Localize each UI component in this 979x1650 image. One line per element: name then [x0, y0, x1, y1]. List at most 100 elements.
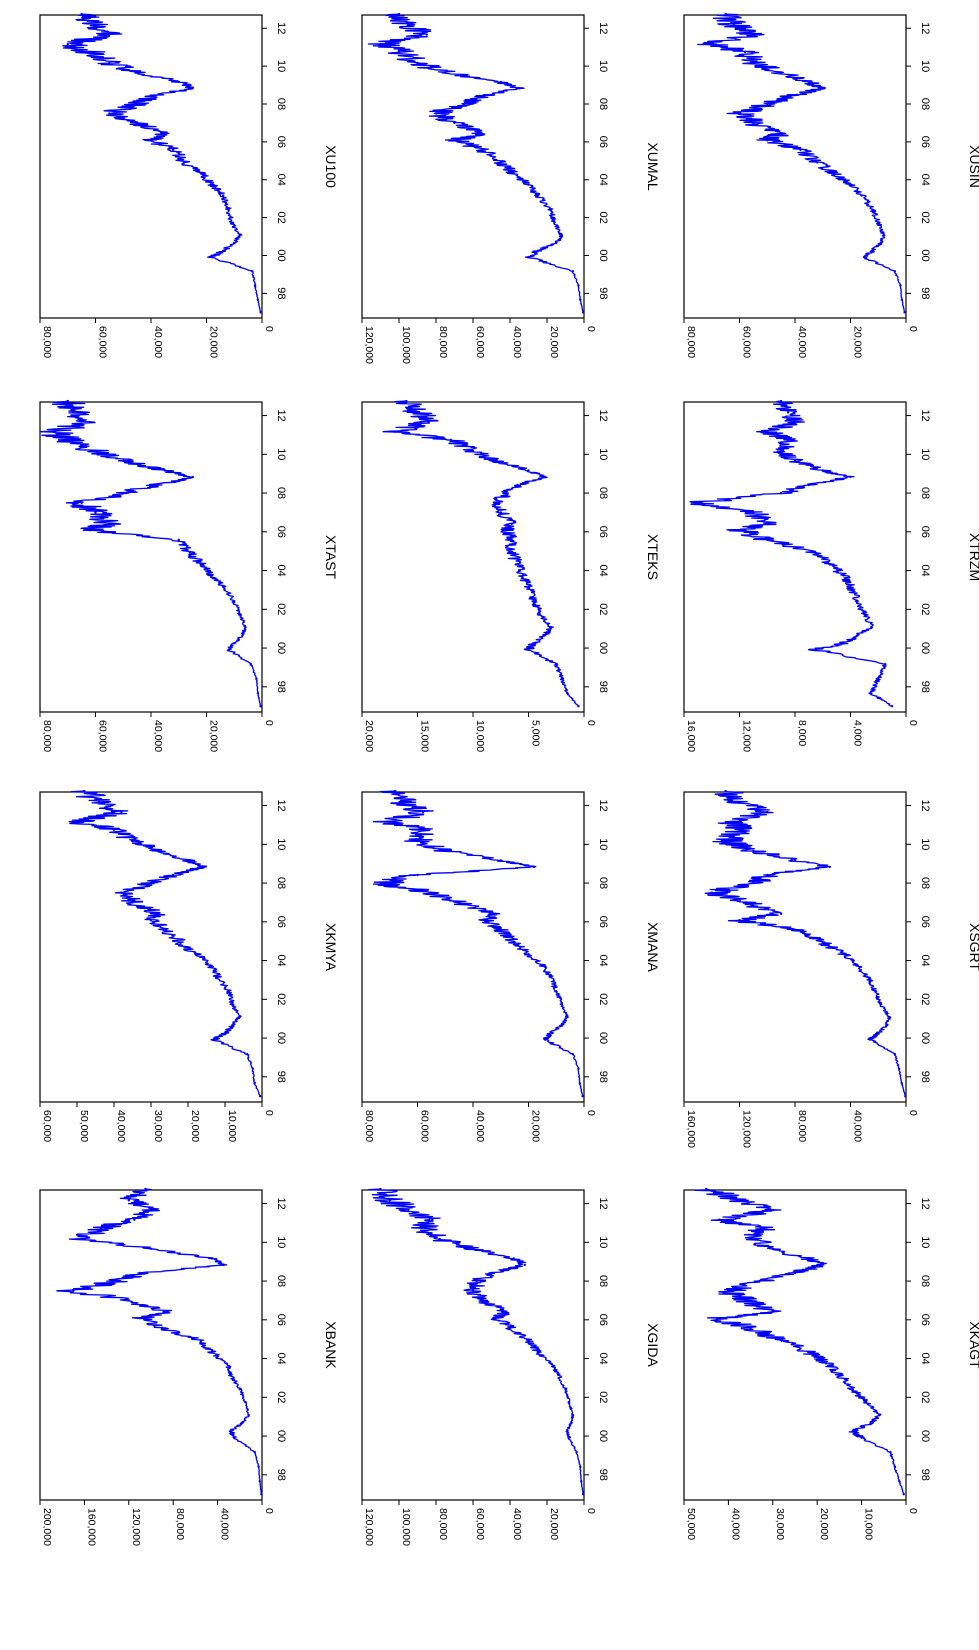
y-tick-label: 200,000 [41, 1508, 53, 1546]
series-line-xumal [367, 13, 584, 313]
data-point [88, 420, 92, 424]
data-point [434, 112, 438, 115]
data-point [388, 820, 391, 823]
y-tick-label: 20,000 [818, 1508, 830, 1540]
series-line-xtast [39, 400, 262, 707]
data-point [799, 148, 802, 151]
data-point [710, 891, 713, 894]
data-point [779, 399, 783, 403]
data-point [724, 12, 727, 16]
x-tick-label: 04 [919, 564, 931, 576]
x-tick-label: 04 [275, 174, 287, 186]
data-point [779, 132, 783, 136]
x-tick-label: 00 [275, 642, 287, 654]
data-point [878, 1413, 881, 1417]
data-point [523, 1263, 526, 1267]
x-tick-label: 02 [597, 1391, 609, 1403]
chart-title: XGIDA [645, 1323, 661, 1367]
data-point [505, 491, 508, 495]
data-point [718, 1316, 721, 1320]
chart-xbank: XBANK 98 00 02 04 06 08 10 12 0 40,000 80,000 120,00… [39, 1187, 339, 1546]
data-point [779, 71, 783, 74]
y-tick-label: 0 [585, 1110, 597, 1116]
data-point [856, 964, 859, 967]
data-point [80, 501, 83, 504]
x-tick-label: 10 [919, 1236, 931, 1248]
data-point [571, 270, 575, 273]
data-point [793, 459, 797, 462]
data-point [133, 1218, 136, 1221]
data-point [397, 12, 401, 16]
data-point [172, 148, 175, 151]
x-tick-label: 00 [919, 1430, 931, 1442]
data-point [581, 1094, 584, 1098]
data-point [251, 1067, 254, 1070]
data-point [527, 648, 530, 651]
data-point [516, 562, 519, 566]
data-point [449, 438, 452, 441]
data-point [851, 1388, 854, 1391]
data-point [210, 183, 214, 186]
data-point [163, 469, 167, 472]
data-point [120, 891, 123, 894]
data-point [738, 828, 741, 831]
data-point [238, 1388, 241, 1391]
data-point [416, 873, 419, 877]
data-point [771, 1208, 774, 1212]
data-point [870, 692, 873, 695]
data-point [183, 161, 186, 164]
data-point [807, 1257, 810, 1260]
y-tick-label: 40,000 [852, 1110, 864, 1142]
data-point [527, 952, 530, 956]
data-point [518, 87, 521, 90]
data-point [899, 284, 902, 287]
data-point [705, 1187, 708, 1191]
y-tick-label: 16,000 [685, 720, 697, 752]
data-point [842, 574, 845, 577]
data-point [580, 1480, 583, 1483]
data-point [427, 420, 430, 424]
data-point [864, 1400, 868, 1404]
data-point [888, 1015, 891, 1019]
x-tick-label: 10 [919, 838, 931, 850]
y-tick-label: 30,000 [152, 1110, 164, 1142]
x-tick-label: 08 [919, 487, 931, 499]
data-point [889, 1451, 892, 1454]
data-point [532, 642, 536, 645]
chart-xkmya: XKMYA 98 00 02 04 06 08 10 12 0 10,000 20,000 30,000… [39, 789, 339, 1142]
data-point [108, 33, 111, 36]
x-tick-label: 08 [919, 877, 931, 889]
data-point [752, 61, 755, 65]
data-point [88, 50, 92, 54]
chart-title: XU100 [323, 145, 339, 188]
data-point [155, 483, 158, 487]
data-point [379, 1187, 382, 1191]
data-point [779, 449, 783, 453]
data-point [221, 1263, 225, 1267]
data-point [883, 663, 887, 666]
data-point [874, 990, 877, 993]
data-point [762, 1226, 766, 1229]
data-point [749, 1326, 752, 1330]
data-point [438, 1237, 441, 1241]
data-point [510, 551, 514, 555]
data-point [532, 600, 536, 603]
x-tick-label: 10 [597, 1236, 609, 1248]
x-tick-label: 12 [275, 1197, 287, 1209]
data-point [481, 94, 484, 98]
data-point [786, 438, 790, 441]
data-point [807, 483, 811, 487]
data-point [821, 87, 824, 90]
data-point [821, 941, 824, 945]
chart-title: XBANK [323, 1321, 339, 1369]
data-point [828, 865, 831, 869]
x-tick-label: 08 [275, 1275, 287, 1287]
data-point [212, 1038, 216, 1041]
x-tick-label: 04 [275, 954, 287, 966]
data-point [227, 648, 230, 651]
x-tick-label: 12 [597, 22, 609, 34]
data-point [407, 1208, 410, 1212]
data-point [877, 677, 880, 680]
data-point [221, 249, 225, 252]
data-point [494, 1316, 497, 1320]
